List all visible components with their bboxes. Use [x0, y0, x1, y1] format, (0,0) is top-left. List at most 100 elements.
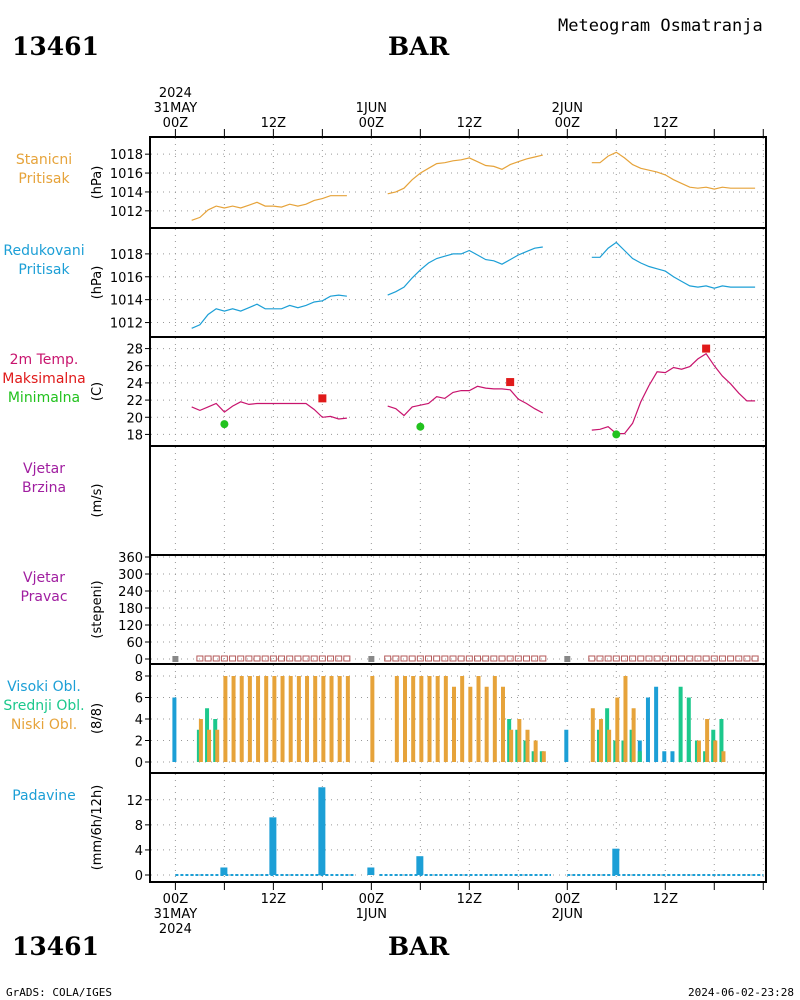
panel-label-wind-speed: Brzina: [22, 480, 66, 496]
wind-direction-mark: [318, 655, 326, 662]
wind-direction-mark: [743, 655, 751, 662]
low-cloud-bar: [329, 676, 334, 762]
low-cloud-bar: [239, 676, 244, 762]
low-cloud-bar: [607, 729, 612, 762]
wind-direction-mark: [441, 655, 449, 662]
temperature-line: [191, 401, 347, 420]
wind-direction-mark: [620, 655, 628, 662]
panel-frame-wind-direction: [149, 554, 767, 665]
bottom-time-label: 00Z: [555, 892, 581, 907]
wind-direction-mark: [343, 655, 351, 662]
mid-cloud-bar: [678, 686, 683, 762]
top-time-label: 31MAY: [154, 101, 198, 116]
top-time-label: 12Z: [457, 116, 483, 131]
low-cloud-bar: [247, 676, 252, 762]
high-cloud-bar: [564, 729, 569, 762]
tmax-marker: [506, 378, 515, 387]
panels-layer: [145, 129, 767, 890]
wind-direction-mark: [196, 655, 204, 662]
low-cloud-bar: [411, 676, 416, 762]
panel-label-reduced-pressure: Pritisak: [18, 262, 70, 278]
wind-direction-mark: [294, 655, 302, 662]
panel-label-precipitation: Padavine: [12, 788, 76, 804]
high-cloud-bar: [654, 686, 659, 762]
panel-label-temperature: Minimalna: [8, 390, 80, 406]
y-tick-label: 1018: [110, 248, 143, 263]
wind-direction-mark: [465, 655, 473, 662]
wind-direction-mark: [653, 655, 661, 662]
wind-direction-mark: [629, 655, 637, 662]
top-time-label: 00Z: [163, 116, 189, 131]
wind-direction-mark: [261, 655, 269, 662]
precip-bar: [612, 848, 620, 875]
panel-label-wind-speed: Vjetar: [23, 461, 65, 477]
tmax-marker: [318, 394, 327, 403]
wind-direction-mark: [727, 655, 735, 662]
wind-direction-mark: [588, 655, 596, 662]
wind-direction-mark: [539, 655, 547, 662]
y-tick-label: 20: [126, 411, 143, 426]
wind-direction-mark: [702, 655, 710, 662]
y-tick-label: 300: [118, 568, 143, 583]
wind-direction-mark: [384, 655, 392, 662]
y-tick-label: 1012: [110, 205, 143, 220]
wind-direction-mark: [212, 655, 220, 662]
unit-label-wind-direction: (stepeni): [90, 580, 105, 638]
wind-direction-mark: [433, 655, 441, 662]
y-tick-label: 8: [135, 670, 143, 685]
low-cloud-bar: [288, 676, 293, 762]
y-tick-label: 1014: [110, 294, 143, 309]
wind-direction-mark: [237, 655, 245, 662]
bottom-time-label: 1JUN: [356, 907, 387, 922]
low-cloud-bar: [443, 676, 448, 762]
header-station-id: 13461: [12, 32, 99, 61]
wind-direction-mark: [253, 655, 261, 662]
y-tick-label: 60: [126, 636, 143, 651]
y-tick-label: 0: [135, 653, 143, 668]
top-time-label: 2024: [159, 86, 192, 101]
top-time-label: 00Z: [359, 116, 385, 131]
unit-label-temperature: (C): [90, 382, 105, 401]
unit-label-wind-speed: (m/s): [90, 484, 105, 518]
low-cloud-bar: [305, 676, 310, 762]
low-cloud-bar: [337, 676, 342, 762]
y-tick-label: 1012: [110, 317, 143, 332]
wind-direction-mark: [286, 655, 294, 662]
wind-direction-mark: [204, 655, 212, 662]
top-time-label: 12Z: [653, 116, 679, 131]
wind-direction-mark: [473, 655, 481, 662]
panel-label-reduced-pressure: Redukovani: [3, 243, 84, 259]
y-tick-label: 18: [126, 428, 143, 443]
wind-direction-mark: [531, 655, 539, 662]
footer-station-id: 13461: [12, 932, 99, 961]
labels-layer: 1012 1014 1016 1018 (hPa) Stanicni Pritisak 101…: [2, 86, 678, 937]
wind-direction-mark: [449, 655, 457, 662]
low-cloud-bar: [541, 751, 546, 762]
wind-direction-mark: [751, 655, 759, 662]
wind-direction-mark: [514, 655, 522, 662]
y-tick-label: 360: [118, 551, 143, 566]
y-tick-label: 28: [126, 343, 143, 358]
low-cloud-bar: [623, 676, 628, 762]
wind-calm-mark: [564, 656, 571, 662]
precip-bar: [220, 867, 228, 875]
y-tick-label: 120: [118, 619, 143, 634]
wind-direction-mark: [490, 655, 498, 662]
low-cloud-bar: [590, 708, 595, 762]
unit-label-clouds: (8/8): [90, 703, 105, 734]
y-tick-label: 0: [135, 756, 143, 771]
y-tick-label: 1016: [110, 167, 143, 182]
low-cloud-bar: [231, 676, 236, 762]
low-cloud-bar: [272, 676, 277, 762]
precip-bar: [416, 856, 424, 875]
wind-direction-mark: [694, 655, 702, 662]
reduced-pressure-line: [191, 294, 347, 329]
low-cloud-bar: [215, 729, 220, 762]
low-cloud-bar: [509, 729, 514, 762]
y-tick-label: 12: [126, 794, 143, 809]
low-cloud-bar: [615, 697, 620, 762]
wind-direction-mark: [310, 655, 318, 662]
low-cloud-bar: [525, 729, 530, 762]
wind-direction-mark: [498, 655, 506, 662]
mid-cloud-bar: [719, 719, 724, 762]
